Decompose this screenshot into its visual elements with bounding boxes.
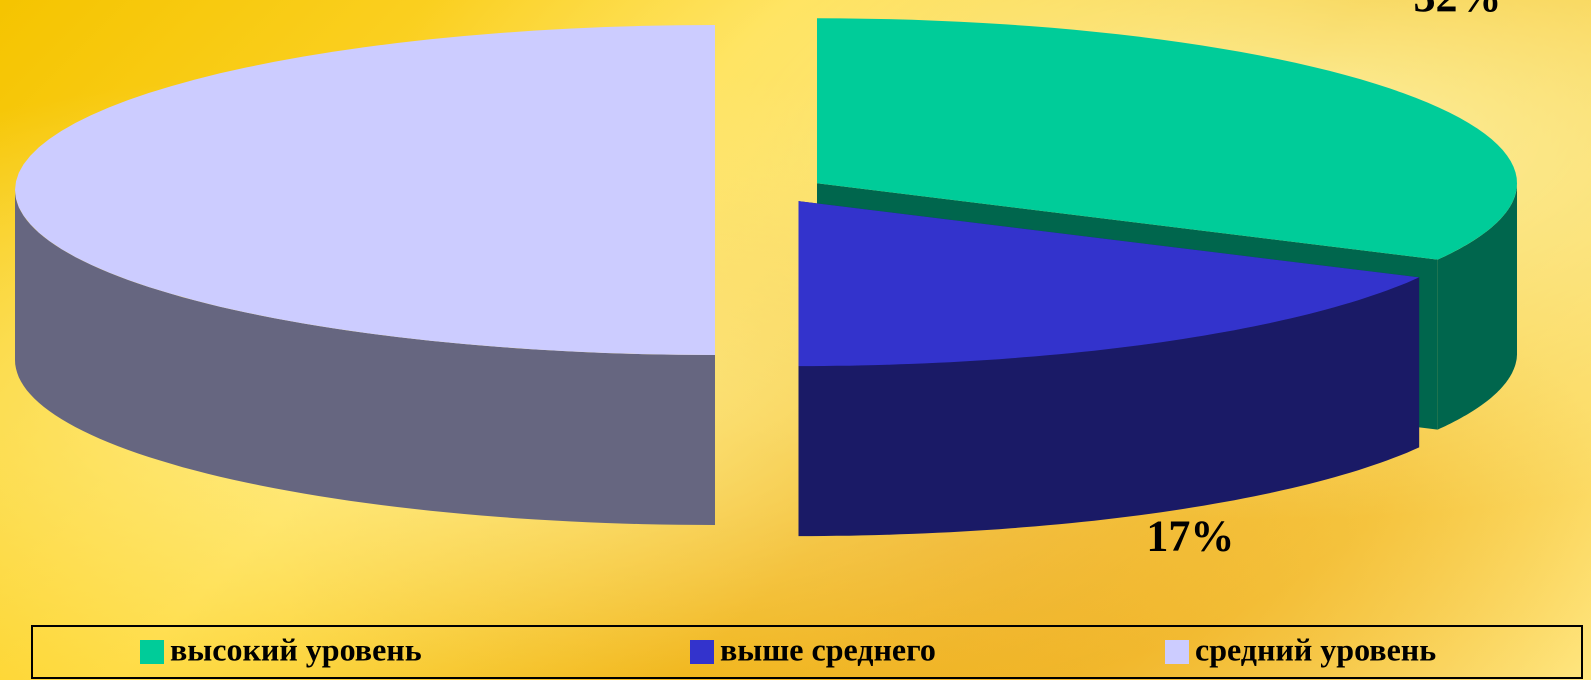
legend-frame [31, 625, 1583, 679]
legend-label: высокий уровень [170, 631, 422, 667]
data-label: 32% [1414, 0, 1502, 21]
slice-wall [15, 190, 715, 525]
slice [817, 18, 1517, 260]
data-label: 17% [1146, 511, 1234, 560]
legend-swatch [1165, 640, 1189, 664]
slice [798, 201, 1420, 367]
legend-label: выше среднего [720, 631, 936, 667]
data-label: 49% [0, 331, 3, 380]
legend-swatch [690, 640, 714, 664]
legend-label: средний уровень [1195, 631, 1436, 667]
slice [15, 25, 715, 355]
slice-wall [1437, 183, 1517, 430]
slice-wall [798, 277, 1420, 537]
legend-swatch [140, 640, 164, 664]
